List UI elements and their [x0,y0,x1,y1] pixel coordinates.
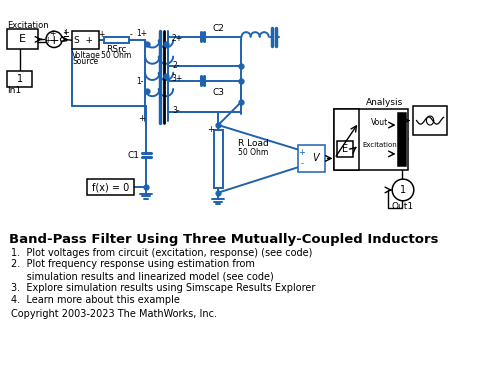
Circle shape [46,31,62,47]
Text: -: - [300,159,303,168]
Text: 3-: 3- [172,106,180,115]
Text: +: + [45,36,51,45]
Text: 2+: 2+ [171,34,182,43]
Text: S  +: S + [74,36,93,45]
Text: +: + [99,30,105,39]
Text: Band-Pass Filter Using Three Mutually-Coupled Inductors: Band-Pass Filter Using Three Mutually-Co… [9,233,438,246]
Text: +: + [49,28,56,38]
Text: 4.  Learn more about this example: 4. Learn more about this example [11,294,179,305]
Text: 1.  Plot voltages from circuit (excitation, response) (see code): 1. Plot voltages from circuit (excitatio… [11,247,312,258]
Text: Excitation: Excitation [7,21,49,30]
Text: RSrc: RSrc [106,45,126,54]
Text: +: + [138,114,145,123]
Bar [412,106,446,135]
Text: 3+: 3+ [171,74,182,83]
Text: 3.  Explore simulation results using Simscape Results Explorer: 3. Explore simulation results using Sims… [11,283,315,293]
Bar [104,37,129,44]
Text: $\frac{1}{S}$: $\frac{1}{S}$ [63,28,68,45]
Text: Analysis: Analysis [366,98,403,107]
Text: +: + [62,28,69,37]
Text: 2-: 2- [173,61,180,70]
Text: +: + [207,125,214,134]
Text: +: + [298,149,305,158]
Text: f(x) = 0: f(x) = 0 [92,182,129,192]
Text: 1: 1 [17,74,23,84]
Bar [213,130,222,188]
Text: E: E [342,144,348,154]
Bar [7,30,38,49]
Text: Out1: Out1 [391,202,413,211]
Text: +: + [49,34,59,47]
Text: 1-: 1- [136,77,143,86]
Circle shape [60,38,64,41]
Bar [398,113,405,166]
Text: C2: C2 [212,24,223,33]
Circle shape [391,179,413,201]
Text: 2.  Plot frequency response using estimation from: 2. Plot frequency response using estimat… [11,259,254,269]
Text: Copyright 2003-2023 The MathWorks, Inc.: Copyright 2003-2023 The MathWorks, Inc. [11,309,216,319]
Text: Excitation: Excitation [361,142,396,148]
Text: -: - [129,30,132,39]
Bar [337,141,353,158]
Text: E: E [19,34,26,44]
Bar [72,31,99,49]
Text: V: V [312,153,318,163]
Text: Source: Source [72,57,98,66]
Text: 50 Ohm: 50 Ohm [101,51,131,60]
Bar [297,145,324,172]
Bar [333,109,358,170]
Text: C1: C1 [127,151,139,160]
Text: Vout: Vout [370,118,387,127]
Text: 1: 1 [399,185,405,195]
Text: R Load: R Load [237,139,268,147]
Bar [87,179,134,195]
Text: 1+: 1+ [136,30,147,39]
Text: 50 Ohm: 50 Ohm [237,147,268,157]
Bar [7,71,33,87]
Text: simulation results and linearized model (see code): simulation results and linearized model … [11,271,273,281]
Text: C3: C3 [212,88,224,97]
Text: Voltage: Voltage [72,51,101,60]
Bar [333,109,407,170]
Text: In1: In1 [7,86,22,95]
